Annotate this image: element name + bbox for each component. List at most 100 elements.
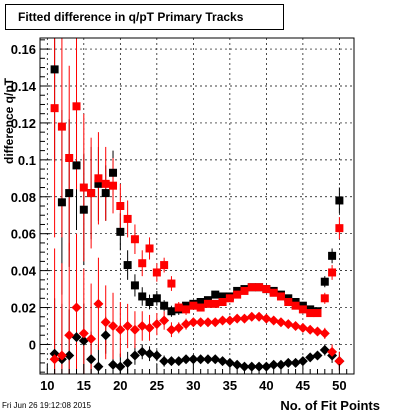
square-marker [152,268,161,277]
diamond-marker [78,335,89,346]
diamond-marker [217,315,228,326]
square-marker [50,104,59,113]
diamond-marker [275,317,286,328]
diamond-marker [327,346,338,357]
y-tick-label: 0.08 [11,190,36,205]
diamond-marker [137,346,148,357]
square-marker [57,122,66,131]
square-marker [167,279,176,288]
diamond-marker [239,361,250,372]
diamond-marker [64,330,75,341]
x-axis-label: No. of Fit Points [280,398,380,413]
diamond-marker [129,350,140,361]
square-marker [233,290,242,299]
square-marker [116,227,125,236]
square-marker [320,277,329,286]
square-marker [72,102,81,111]
square-marker [116,202,125,210]
square-marker [160,301,169,310]
axis-ticks: 10 15 20 25 30 35 40 45 50 0 0.02 0.04 0.06 0.08 0.1 0.… [11,39,355,393]
x-tick-label: 10 [40,378,54,393]
diamond-marker [334,356,345,367]
x-tick-label: 20 [113,378,127,393]
diamond-marker [151,319,162,330]
diamond-marker [159,356,170,367]
square-marker [145,244,154,253]
diamond-marker [122,357,133,368]
diamond-marker [137,321,148,331]
diamond-marker [195,317,206,328]
square-marker [225,294,234,303]
diamond-marker [181,354,192,365]
diamond-marker [56,350,67,361]
diamond-marker [297,356,308,367]
diamond-marker [224,315,235,326]
square-marker [79,183,88,192]
diamond-marker [93,298,104,309]
diamond-marker [283,357,294,368]
square-marker [269,288,278,297]
y-tick-label: 0.1 [18,153,36,168]
diamond-marker [210,317,221,328]
square-marker [320,294,329,303]
diamond-marker [232,359,243,370]
diamond-marker [261,313,272,324]
diamond-marker [144,322,155,333]
square-marker [79,205,88,214]
diamond-marker [312,350,323,361]
diamond-marker [64,350,75,361]
x-tick-label: 40 [259,378,273,393]
diamond-marker [217,356,228,367]
square-marker [123,214,132,223]
diamond-marker [86,333,97,344]
square-marker [123,261,132,270]
y-tick-label: 0.14 [11,79,37,94]
diamond-marker [202,317,213,328]
square-marker [335,224,344,233]
diamond-marker [195,354,206,365]
diamond-marker [188,354,199,365]
diamond-marker [246,311,257,322]
diamond-marker [312,326,323,337]
diamond-marker [108,359,119,370]
y-axis-label: difference q/pT [2,77,16,164]
square-marker [211,290,220,299]
square-marker [182,305,191,314]
x-tick-label: 25 [150,378,164,393]
diamond-marker [254,311,265,322]
square-marker [160,261,169,270]
diamond-marker [100,330,111,341]
diamond-marker [268,315,279,326]
square-marker [109,168,118,177]
diamond-marker [166,356,177,367]
square-marker [247,283,256,292]
diamond-marker [49,348,60,359]
diamond-marker [305,324,316,335]
date-stamp: Fri Jun 26 19:12:08 2015 [2,401,91,410]
diamond-marker [93,361,104,372]
diamond-marker [159,315,170,326]
diamond-marker [297,322,308,333]
diamond-marker [188,317,199,328]
data-markers [49,65,345,372]
square-marker [101,189,110,198]
diamond-marker [115,324,126,335]
diamond-marker [122,321,133,331]
diamond-marker [78,328,89,339]
square-marker [94,174,103,183]
diamond-marker [283,319,294,330]
square-marker [218,298,227,306]
diamond-marker [173,356,184,367]
diamond-marker [166,324,177,335]
diamond-marker [151,350,162,361]
square-marker [138,292,147,301]
square-marker [240,286,249,295]
square-marker [87,189,96,198]
square-marker [313,309,322,318]
y-tick-label: 0 [29,337,36,352]
diamond-marker [181,319,192,330]
square-marker [291,301,300,310]
y-tick-label: 0.04 [11,264,37,279]
square-marker [196,303,205,312]
